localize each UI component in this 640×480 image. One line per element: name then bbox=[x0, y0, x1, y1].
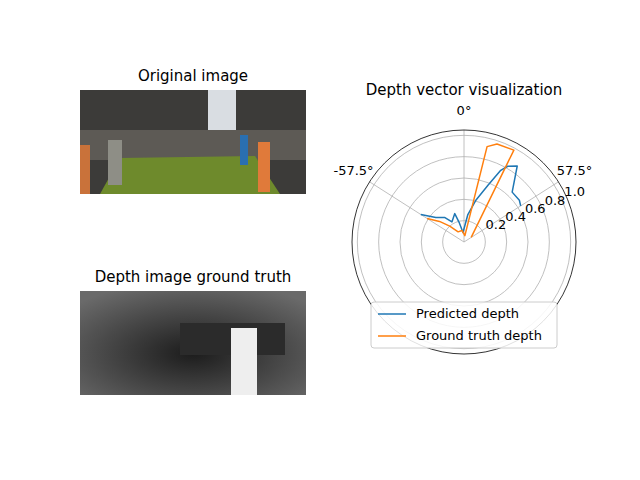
theta-tick-label: 0° bbox=[457, 103, 472, 118]
image-panel bbox=[80, 291, 306, 395]
r-tick-label: 1.0 bbox=[564, 184, 585, 199]
legend-label: Predicted depth bbox=[416, 306, 519, 321]
image-backdrop bbox=[80, 291, 306, 395]
theta-tick-label: -57.5° bbox=[333, 163, 373, 178]
background bbox=[0, 0, 640, 480]
theta-tick-label: 57.5° bbox=[557, 163, 592, 178]
image-panel bbox=[80, 90, 306, 194]
panel-title: Original image bbox=[138, 67, 248, 85]
image-floor bbox=[100, 156, 280, 194]
r-tick-label: 0.2 bbox=[486, 217, 507, 232]
series-line bbox=[427, 144, 514, 237]
plot-background bbox=[352, 130, 576, 354]
legend-swatch bbox=[378, 313, 406, 315]
figure: Original image Depth image ground truth -5… bbox=[0, 0, 640, 480]
legend-box bbox=[371, 302, 557, 348]
image-window bbox=[208, 90, 236, 130]
image-left-edge bbox=[80, 145, 90, 194]
r-tick-label: 0.6 bbox=[525, 201, 546, 216]
chart-title: Depth vector visualization bbox=[366, 81, 563, 99]
r-tick-label: 0.8 bbox=[545, 193, 566, 208]
polar-frame bbox=[352, 130, 576, 354]
legend-label: Ground truth depth bbox=[416, 328, 542, 343]
legend: Predicted depth Ground truth depth bbox=[371, 302, 557, 348]
image-pole bbox=[258, 142, 270, 192]
panel-title: Depth image ground truth bbox=[95, 268, 292, 286]
image-pole bbox=[231, 328, 257, 395]
image-backdrop bbox=[80, 90, 306, 194]
r-tick-label: 0.4 bbox=[505, 209, 526, 224]
image-blue bbox=[240, 135, 248, 165]
legend-swatch bbox=[378, 335, 406, 337]
polar-axes: -57.5° 0° 57.5° 0.20.40.60.81.0 bbox=[333, 103, 592, 355]
image-panel bbox=[108, 140, 122, 185]
theta-grid-line bbox=[464, 182, 558, 242]
theta-grid-line bbox=[370, 182, 464, 242]
